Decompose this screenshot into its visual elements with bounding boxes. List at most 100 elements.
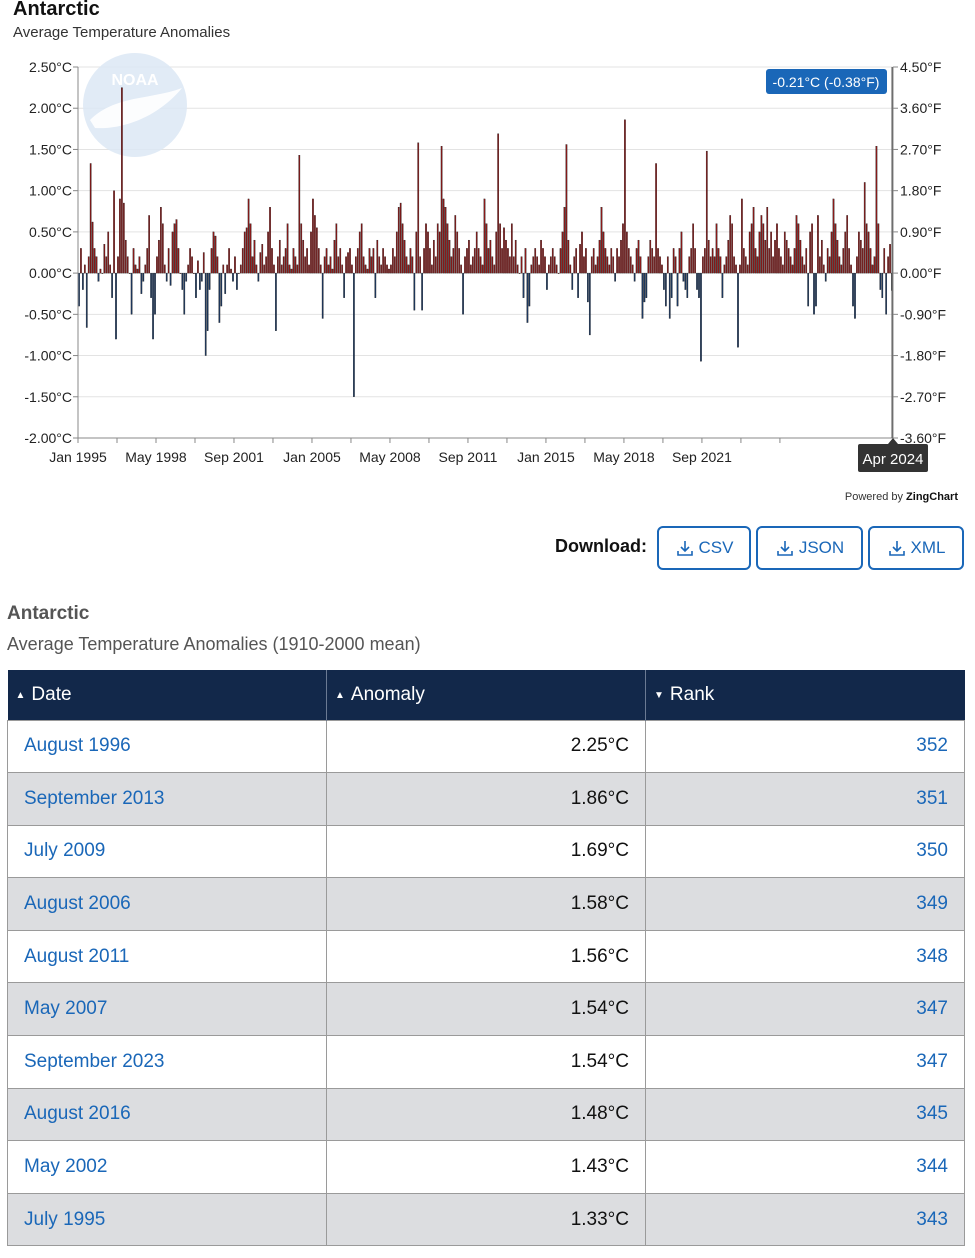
- anomaly-bar[interactable]: [520, 256, 523, 274]
- rank-link[interactable]: 345: [645, 1087, 965, 1142]
- anomaly-bar[interactable]: [343, 272, 345, 298]
- anomaly-bar[interactable]: [238, 272, 240, 274]
- anomaly-bar[interactable]: [271, 248, 273, 274]
- anomaly-bar[interactable]: [452, 248, 455, 274]
- anomaly-bar[interactable]: [257, 272, 260, 282]
- anomaly-bar[interactable]: [653, 256, 655, 274]
- anomaly-bar[interactable]: [856, 256, 858, 274]
- anomaly-bar[interactable]: [210, 248, 213, 274]
- anomaly-bar[interactable]: [824, 272, 827, 282]
- anomaly-bar[interactable]: [512, 256, 515, 274]
- anomaly-bar[interactable]: [518, 272, 521, 274]
- anomaly-bar[interactable]: [546, 272, 548, 290]
- anomaly-bar[interactable]: [746, 264, 749, 274]
- anomaly-bar[interactable]: [571, 272, 574, 290]
- anomaly-bar[interactable]: [567, 239, 570, 274]
- anomaly-bar[interactable]: [395, 231, 398, 274]
- anomaly-bar[interactable]: [583, 256, 585, 274]
- anomaly-bar[interactable]: [702, 256, 704, 274]
- anomaly-bar[interactable]: [232, 272, 234, 282]
- anomaly-bar[interactable]: [600, 207, 603, 274]
- anomaly-bar[interactable]: [341, 264, 344, 274]
- column-header-date[interactable]: ▲︎ Date: [7, 670, 327, 720]
- anomaly-bar[interactable]: [614, 272, 616, 282]
- anomaly-bar[interactable]: [163, 264, 166, 274]
- anomaly-bar[interactable]: [766, 207, 769, 274]
- anomaly-bar[interactable]: [195, 272, 197, 298]
- anomaly-bar[interactable]: [846, 215, 849, 274]
- anomaly-bar[interactable]: [534, 248, 537, 274]
- anomaly-bar[interactable]: [783, 231, 786, 274]
- anomaly-bar[interactable]: [743, 248, 745, 274]
- anomaly-bar[interactable]: [715, 223, 718, 274]
- anomaly-bar[interactable]: [419, 256, 422, 274]
- anomaly-bar[interactable]: [616, 248, 618, 274]
- anomaly-bar[interactable]: [132, 248, 135, 274]
- anomaly-bar[interactable]: [456, 231, 459, 274]
- anomaly-bar[interactable]: [378, 256, 381, 274]
- zingchart-brand[interactable]: ZingChart: [906, 491, 958, 503]
- anomaly-bar[interactable]: [861, 248, 864, 274]
- anomaly-bar[interactable]: [493, 264, 496, 274]
- anomaly-bar[interactable]: [345, 256, 347, 274]
- anomaly-bar[interactable]: [577, 272, 579, 298]
- anomaly-bar[interactable]: [594, 264, 597, 274]
- anomaly-bar[interactable]: [807, 272, 810, 307]
- anomaly-bar[interactable]: [208, 272, 211, 290]
- anomaly-bar[interactable]: [181, 272, 184, 290]
- column-header-rank[interactable]: ▼︎ Rank: [645, 670, 965, 720]
- anomaly-bar[interactable]: [672, 248, 675, 274]
- anomaly-bar[interactable]: [803, 264, 806, 274]
- anomaly-bar[interactable]: [218, 272, 221, 323]
- anomaly-bar[interactable]: [405, 256, 408, 274]
- anomaly-bar[interactable]: [858, 231, 860, 274]
- anomaly-bar[interactable]: [366, 268, 369, 274]
- anomaly-bar[interactable]: [82, 272, 84, 290]
- anomaly-bar[interactable]: [561, 231, 564, 274]
- anomaly-bar[interactable]: [158, 239, 160, 274]
- anomaly-bar[interactable]: [670, 272, 673, 298]
- anomaly-bar[interactable]: [573, 256, 576, 274]
- anomaly-bar[interactable]: [390, 264, 392, 274]
- anomaly-bar[interactable]: [109, 264, 112, 274]
- anomaly-bar[interactable]: [750, 223, 753, 274]
- anomaly-bar[interactable]: [312, 198, 314, 274]
- anomaly-bar[interactable]: [739, 264, 741, 274]
- anomaly-bar[interactable]: [842, 248, 845, 274]
- anomaly-bar[interactable]: [464, 256, 466, 274]
- anomaly-bar[interactable]: [177, 248, 180, 274]
- anomaly-bar[interactable]: [811, 223, 813, 274]
- anomaly-bar[interactable]: [744, 256, 747, 274]
- anomaly-bar[interactable]: [136, 268, 139, 274]
- anomaly-bar[interactable]: [228, 248, 230, 274]
- anomaly-bar[interactable]: [191, 256, 193, 274]
- anomaly-bar[interactable]: [707, 239, 710, 274]
- anomaly-bar[interactable]: [649, 239, 652, 274]
- anomaly-bar[interactable]: [756, 256, 759, 274]
- anomaly-bar[interactable]: [280, 264, 283, 274]
- anomaly-bar[interactable]: [729, 215, 732, 274]
- powered-by[interactable]: Powered by ZingChart: [845, 491, 958, 503]
- anomaly-bar[interactable]: [448, 239, 451, 274]
- anomaly-bar[interactable]: [711, 248, 714, 274]
- anomaly-bar[interactable]: [852, 272, 854, 307]
- anomaly-bar[interactable]: [382, 248, 384, 274]
- anomaly-bar[interactable]: [300, 223, 303, 274]
- anomaly-bar[interactable]: [657, 248, 659, 274]
- anomaly-bar[interactable]: [249, 223, 252, 274]
- anomaly-bar[interactable]: [838, 256, 841, 274]
- anomaly-bar[interactable]: [516, 264, 519, 274]
- anomaly-bar[interactable]: [717, 248, 720, 274]
- anomaly-bar[interactable]: [507, 248, 509, 274]
- anomaly-bar[interactable]: [386, 264, 388, 274]
- anomaly-bar[interactable]: [776, 223, 778, 274]
- anomaly-bar[interactable]: [822, 264, 825, 274]
- date-link[interactable]: September 2023: [7, 1035, 327, 1089]
- anomaly-bar[interactable]: [317, 248, 320, 274]
- rank-link[interactable]: 343: [645, 1192, 965, 1247]
- anomaly-bar[interactable]: [399, 202, 402, 274]
- anomaly-bar[interactable]: [887, 256, 889, 274]
- date-link[interactable]: May 2007: [7, 982, 327, 1037]
- anomaly-bar[interactable]: [661, 264, 663, 274]
- anomaly-bar[interactable]: [128, 272, 131, 274]
